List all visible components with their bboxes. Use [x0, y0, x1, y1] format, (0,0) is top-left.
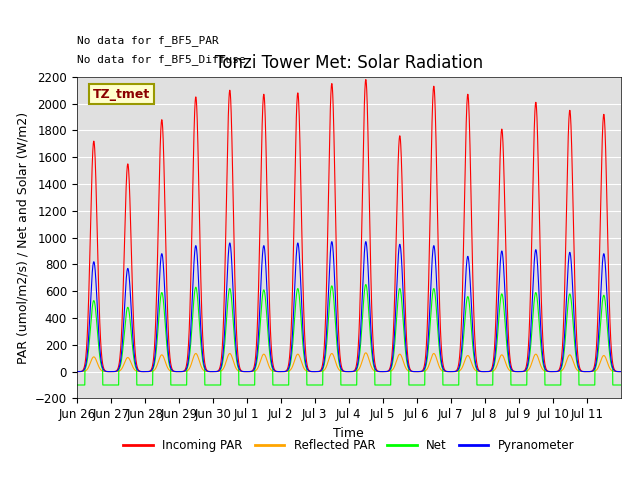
Line: Incoming PAR: Incoming PAR: [77, 80, 621, 372]
Title: Tonzi Tower Met: Solar Radiation: Tonzi Tower Met: Solar Radiation: [215, 54, 483, 72]
Net: [184, 362, 192, 368]
Text: No data for f_BF5_Diffuse: No data for f_BF5_Diffuse: [77, 54, 246, 65]
Incoming PAR: [467, 165, 474, 171]
Net: [501, 321, 509, 327]
Line: Reflected PAR: Reflected PAR: [77, 353, 621, 372]
Pyranometer: [611, 368, 619, 374]
Reflected PAR: [611, 369, 619, 374]
Incoming PAR: [73, 369, 81, 374]
Legend: Incoming PAR, Reflected PAR, Net, Pyranometer: Incoming PAR, Reflected PAR, Net, Pyrano…: [119, 434, 579, 457]
Reflected PAR: [467, 357, 474, 363]
Reflected PAR: [617, 369, 625, 374]
Incoming PAR: [617, 369, 625, 374]
Net: [467, 313, 474, 319]
Reflected PAR: [419, 369, 426, 374]
Reflected PAR: [362, 350, 369, 356]
Text: TZ_tmet: TZ_tmet: [93, 88, 150, 101]
Pyranometer: [467, 284, 474, 290]
Y-axis label: PAR (umol/m2/s) / Net and Solar (W/m2): PAR (umol/m2/s) / Net and Solar (W/m2): [17, 111, 29, 364]
Net: [362, 282, 369, 288]
Pyranometer: [419, 368, 426, 374]
Line: Net: Net: [77, 285, 621, 385]
Net: [73, 382, 81, 388]
Incoming PAR: [362, 77, 369, 83]
Reflected PAR: [534, 354, 541, 360]
Reflected PAR: [73, 369, 81, 374]
Pyranometer: [184, 359, 192, 364]
Incoming PAR: [419, 368, 426, 373]
X-axis label: Time: Time: [333, 427, 364, 440]
Net: [617, 382, 625, 388]
Pyranometer: [501, 295, 509, 300]
Incoming PAR: [534, 143, 541, 148]
Pyranometer: [328, 239, 336, 244]
Net: [611, 382, 619, 388]
Incoming PAR: [184, 347, 192, 352]
Line: Pyranometer: Pyranometer: [77, 241, 621, 372]
Incoming PAR: [501, 220, 509, 226]
Pyranometer: [534, 266, 541, 272]
Pyranometer: [617, 369, 625, 374]
Reflected PAR: [501, 359, 509, 364]
Net: [534, 302, 541, 308]
Reflected PAR: [184, 367, 192, 373]
Pyranometer: [73, 369, 81, 374]
Incoming PAR: [611, 367, 619, 373]
Text: No data for f_BF5_PAR: No data for f_BF5_PAR: [77, 35, 218, 46]
Net: [419, 382, 426, 388]
